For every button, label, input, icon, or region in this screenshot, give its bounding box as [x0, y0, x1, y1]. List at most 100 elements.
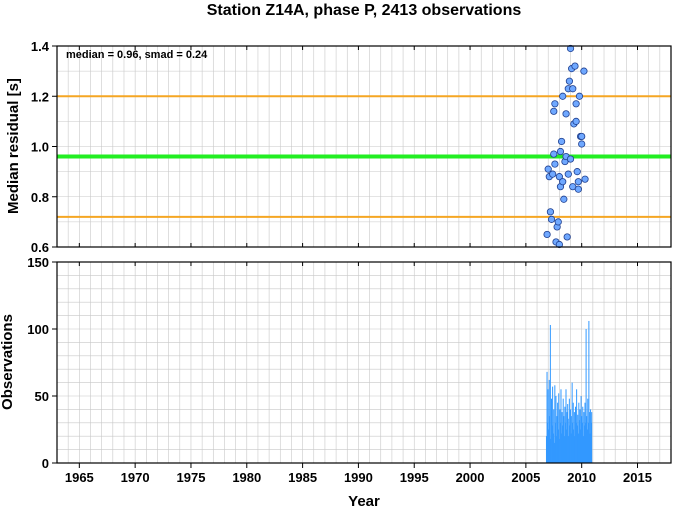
observation-bar	[549, 416, 551, 463]
observation-bar	[581, 416, 583, 463]
observation-bar	[590, 409, 592, 463]
observation-bar	[562, 398, 564, 463]
residual-point	[559, 178, 567, 186]
residual-point	[550, 107, 558, 115]
residual-grid	[57, 45, 671, 248]
observation-bar	[581, 422, 583, 463]
residual-point	[580, 67, 588, 75]
observation-bar	[589, 433, 591, 463]
residual-points	[543, 44, 589, 249]
residual-point	[544, 165, 552, 173]
observation-bar	[568, 398, 570, 463]
observation-bar	[587, 398, 589, 463]
residual-point	[555, 240, 563, 249]
observation-bar	[555, 396, 557, 463]
observation-bar	[553, 409, 555, 463]
residual-point	[572, 117, 580, 125]
observation-bar	[578, 420, 580, 463]
observation-bar	[569, 425, 571, 463]
observation-bar	[562, 425, 564, 463]
observation-bar	[585, 329, 587, 463]
observation-bar	[557, 402, 559, 463]
x-tick-label: 1990	[344, 470, 373, 485]
observation-bar	[568, 418, 570, 463]
residual-point	[574, 185, 582, 193]
residual-point	[581, 175, 589, 183]
observations-x-ticks: 1965 1970 1975 1980 1985 1990 1995 2000 2005 2010…	[65, 262, 652, 485]
observation-bar	[576, 425, 578, 463]
observation-bar	[567, 436, 569, 463]
x-tick-label: 1965	[65, 470, 94, 485]
observation-bar	[558, 393, 560, 463]
residual-point	[569, 85, 577, 93]
x-tick-label: 1975	[177, 470, 206, 485]
residual-point	[560, 195, 568, 203]
x-tick-label: 1985	[288, 470, 317, 485]
y-tick-label: 0.6	[31, 240, 49, 255]
observation-bar	[559, 409, 561, 463]
observation-bar	[575, 422, 577, 463]
x-tick-label: 1980	[232, 470, 261, 485]
residual-panel: 0.6 0.8 1.0 1.2 1.4 median = 0.96, smad = 0.…	[5, 39, 672, 255]
x-axis-label: Year	[348, 493, 380, 510]
residual-point	[550, 150, 558, 158]
observation-bar	[566, 429, 568, 463]
observation-bar	[561, 433, 563, 463]
observation-bar	[573, 412, 575, 463]
y-tick-label: 1.2	[31, 89, 49, 104]
observation-bar	[551, 425, 553, 463]
y-tick-label: 100	[27, 322, 49, 337]
x-tick-label: 2005	[511, 470, 540, 485]
residual-point	[549, 170, 557, 178]
observation-bar	[548, 429, 550, 463]
observation-bar	[576, 389, 578, 463]
observation-bar	[578, 402, 580, 463]
observation-bar	[548, 379, 550, 463]
observation-bar	[566, 412, 568, 463]
residual-point	[562, 110, 570, 118]
observation-bar	[571, 382, 573, 463]
observation-bar	[563, 436, 565, 463]
x-tick-label: 2010	[567, 470, 596, 485]
y-tick-label: 0.8	[31, 190, 49, 205]
observation-bar	[591, 412, 593, 463]
observations-panel: 0 50 100 150 1965 1970 1975 1980 1985 1990 1995 20…	[0, 255, 672, 510]
residual-reference-lines	[57, 95, 671, 218]
observations-y-ticks: 0 50 100 150	[27, 255, 57, 471]
observations-grid	[57, 261, 671, 464]
observation-bar	[588, 412, 590, 463]
observation-bar	[574, 436, 576, 463]
observation-bar	[572, 402, 574, 463]
y-tick-label: 1.0	[31, 140, 49, 155]
observation-bar	[556, 436, 558, 463]
observation-bar	[565, 389, 567, 463]
residual-point	[557, 137, 566, 146]
observation-bar	[583, 412, 585, 463]
residual-point	[554, 218, 562, 226]
residual-point	[578, 140, 586, 148]
chart-title: Station Z14A, phase P, 2413 observations	[207, 2, 522, 19]
observation-bar	[583, 425, 585, 463]
observations-y-axis-label: Observations	[0, 314, 16, 410]
observation-bar	[560, 389, 562, 463]
observation-bar	[588, 320, 590, 463]
residual-y-ticks: 0.6 0.8 1.0 1.2 1.4	[31, 39, 57, 255]
residual-point	[563, 233, 571, 241]
observation-bar	[552, 386, 554, 463]
observation-bar	[550, 398, 552, 463]
residual-point	[573, 168, 581, 176]
observation-bar	[563, 416, 565, 463]
observation-bar	[553, 442, 555, 463]
y-tick-label: 150	[27, 255, 49, 270]
y-tick-label: 0	[42, 456, 49, 471]
residual-point	[572, 100, 580, 108]
observation-bar	[577, 433, 579, 463]
x-tick-label: 1970	[121, 470, 150, 485]
residual-point	[559, 92, 567, 100]
observation-bar	[547, 422, 549, 463]
observation-bar	[590, 422, 592, 463]
observation-bar	[586, 429, 588, 463]
observation-bar	[580, 396, 582, 463]
observation-bar	[577, 414, 579, 463]
observation-bar	[585, 422, 587, 463]
